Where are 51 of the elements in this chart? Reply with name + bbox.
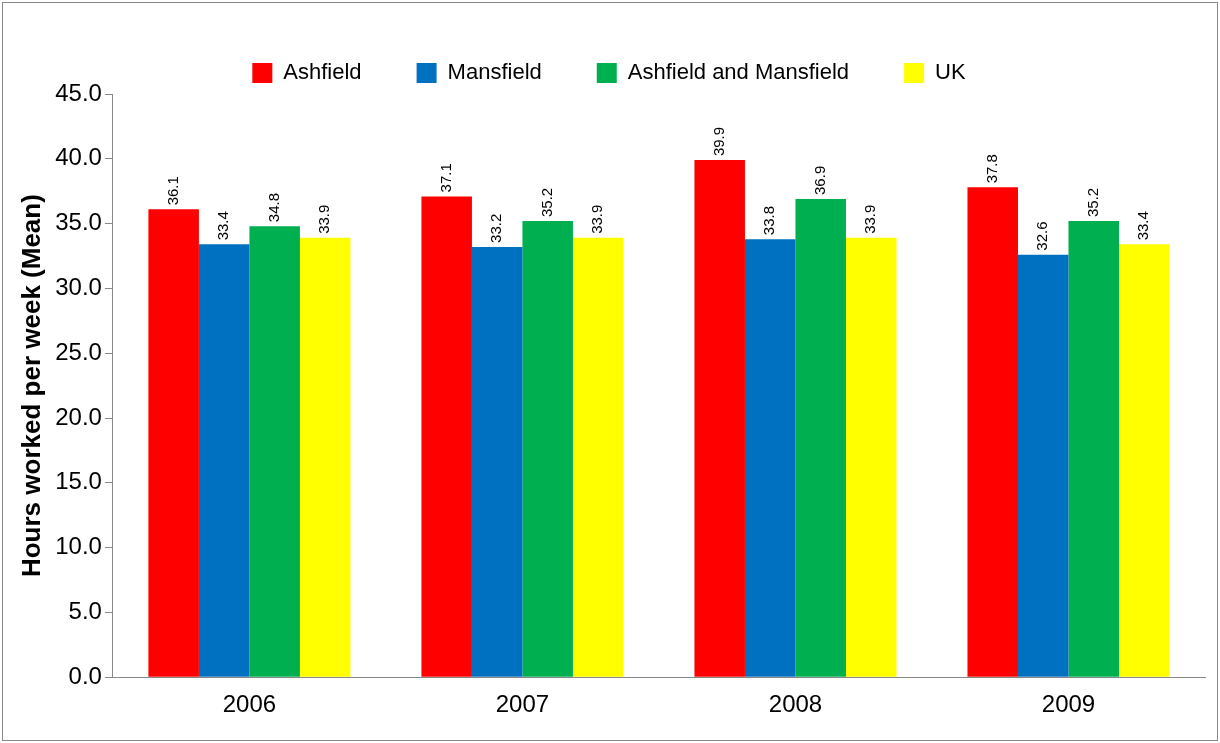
y-tick-label: 35.0 [55, 208, 102, 236]
x-tick-label: 2007 [495, 690, 550, 718]
y-tick-label: 0.0 [68, 661, 102, 689]
data-label: 33.4 [1134, 211, 1152, 241]
bar [198, 244, 250, 677]
bar [694, 160, 745, 677]
y-tick-label: 45.0 [55, 78, 102, 106]
bar [148, 209, 199, 677]
data-label: 33.2 [487, 213, 505, 243]
data-label: 36.9 [810, 165, 828, 195]
y-tick-label: 25.0 [55, 337, 102, 365]
legend-label: UK [935, 59, 966, 85]
legend-label: Ashfield [283, 59, 362, 85]
y-axis-title: Hours worked per week (Mean) [15, 194, 46, 578]
data-label: 39.9 [709, 126, 727, 157]
data-label: 37.1 [436, 163, 454, 193]
bar [845, 237, 897, 677]
y-tick-label: 30.0 [55, 273, 102, 301]
y-tick-label: 15.0 [55, 467, 102, 495]
data-label: 35.2 [1083, 187, 1101, 218]
bar [1068, 221, 1119, 677]
bar [572, 237, 624, 677]
data-label: 33.8 [760, 205, 778, 236]
bar [1017, 254, 1069, 677]
data-label: 34.8 [264, 192, 282, 223]
bar [421, 196, 472, 677]
data-label: 36.1 [163, 176, 181, 206]
data-label: 35.2 [537, 187, 555, 218]
bar [471, 246, 523, 677]
data-label: 33.9 [588, 204, 606, 234]
y-tick-label: 5.0 [68, 597, 102, 625]
data-label: 33.4 [214, 211, 232, 241]
bar [299, 237, 351, 677]
data-label: 33.9 [861, 204, 879, 234]
data-label: 32.6 [1033, 221, 1051, 251]
bar [249, 226, 300, 677]
y-tick-label: 40.0 [55, 143, 102, 171]
legend-label: Mansfield [447, 59, 542, 85]
x-tick-label: 2006 [222, 690, 277, 718]
bar [1119, 244, 1170, 677]
bar [795, 198, 846, 677]
data-label: 33.9 [315, 204, 333, 234]
data-label: 37.8 [982, 154, 1000, 184]
x-tick-label: 2009 [1041, 690, 1096, 718]
y-tick-label: 20.0 [55, 402, 102, 430]
bar [522, 221, 573, 677]
bar [967, 187, 1018, 677]
y-tick-label: 10.0 [55, 532, 102, 560]
bar [744, 239, 796, 677]
legend-label: Ashfield and Mansfield [627, 59, 850, 85]
x-tick-label: 2008 [768, 690, 823, 718]
